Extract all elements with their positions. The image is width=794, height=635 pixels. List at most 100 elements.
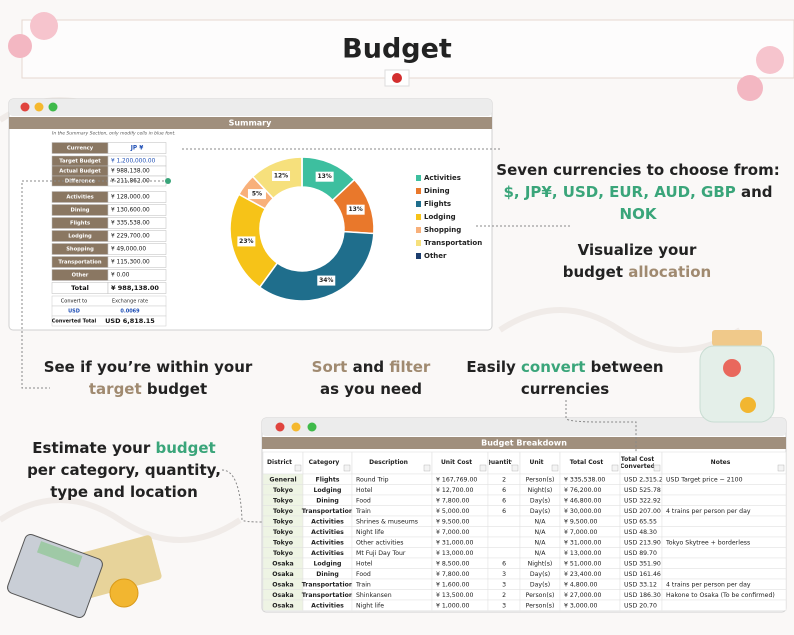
zoom-button[interactable] <box>48 102 58 112</box>
calculator-illustration <box>7 534 162 618</box>
summary-table: Currency JP ¥ Target Budget ¥ 1,200,000.00 A… <box>52 142 167 327</box>
cell-text: 6 <box>502 497 506 504</box>
cell-text: USD 33.12 <box>624 581 657 588</box>
cell-text: Day(s) <box>530 508 550 515</box>
cell-text: Tokyo <box>273 508 293 515</box>
cell-text: Other activities <box>356 539 403 546</box>
cell-text: Hotel <box>356 560 373 567</box>
table-cell <box>661 484 787 496</box>
minimize-button[interactable] <box>291 422 301 432</box>
legend-label: Transportation <box>424 239 482 247</box>
cell-text: N/A <box>535 518 547 525</box>
cell-text: ¥ 8,500.00 <box>436 560 470 567</box>
callout-line: $, JP¥, USD, EUR, AUD, GBP and <box>503 183 772 201</box>
cell-text: N/A <box>535 539 547 546</box>
value-cell <box>107 230 167 242</box>
table-cell <box>661 526 787 538</box>
close-button[interactable] <box>20 102 30 112</box>
cell-text: ¥ 13,500.00 <box>436 592 473 599</box>
header-box: Unit Cost <box>441 459 472 466</box>
flag-sun <box>392 73 402 83</box>
cell-text: ¥ 76,200.00 <box>564 487 601 494</box>
cell-text: ¥ 7,000.00 <box>436 529 470 536</box>
callout-line: NOK <box>620 205 658 223</box>
cell-text: Food <box>356 571 371 578</box>
callout-line: target budget <box>89 380 207 398</box>
convert-label[interactable]: USD <box>68 309 80 315</box>
flower <box>30 12 58 40</box>
column-header: Total Cost <box>569 459 604 467</box>
cell-text: Hakone to Osaka (To be confirmed) <box>666 592 775 599</box>
convert-value[interactable]: 0.0069 <box>120 309 140 315</box>
convert-label: Converted Total <box>52 319 97 325</box>
legend-swatch <box>416 188 421 194</box>
callout-text: convert <box>521 358 585 376</box>
header-box: District <box>267 459 292 466</box>
cell-text: ¥ 1,000.00 <box>436 602 470 609</box>
header-box: Category <box>308 459 340 467</box>
callout-text: budget <box>155 439 215 457</box>
jar-lid <box>712 330 762 346</box>
cell-text: USD 65.55 <box>624 518 657 525</box>
table-cell <box>487 536 521 548</box>
filter-button[interactable] <box>611 464 619 472</box>
cell-text: 3 <box>502 602 506 609</box>
cell-text: ¥ 167,769.00 <box>436 476 477 483</box>
header-box: Quantity <box>489 459 512 467</box>
slice-label-box <box>346 204 365 215</box>
connector-dot <box>165 178 171 184</box>
cell-text: N/A <box>535 529 547 536</box>
cell-text: Night(s) <box>528 560 553 567</box>
filter-button[interactable] <box>777 464 785 472</box>
summary-label: Lodging <box>68 234 92 240</box>
slice-label: 34% <box>319 277 333 284</box>
convert-value: USD 6,818.15 <box>105 317 155 325</box>
header-box: Total Cost <box>569 459 604 467</box>
swirl <box>498 307 742 353</box>
filter-button[interactable] <box>653 464 661 472</box>
filter-button[interactable] <box>423 464 431 472</box>
value-cell <box>107 243 167 255</box>
filter-button[interactable] <box>551 464 559 472</box>
filter-button[interactable] <box>511 464 519 472</box>
column-header: Category <box>308 459 340 467</box>
filter-button[interactable] <box>343 464 351 472</box>
summary-label: Total <box>71 284 89 292</box>
column-header: Quantity <box>489 459 512 467</box>
table-cell <box>487 526 521 538</box>
breakdown-table: District Category Description Unit Cost Quan… <box>262 451 787 611</box>
table-cell <box>487 515 521 527</box>
cell-text: Day(s) <box>530 581 550 588</box>
cell-text: ¥ 7,000.00 <box>564 529 598 536</box>
value-cell <box>107 204 167 216</box>
connector <box>21 180 168 389</box>
cell-text: 2 <box>502 592 506 599</box>
summary-value: ¥ 335,538.00 <box>111 221 150 227</box>
summary-value[interactable]: JP ¥ <box>130 146 143 152</box>
summary-label: Target Budget <box>59 159 101 165</box>
flower <box>8 34 32 58</box>
cell-text: USD 161.46 <box>624 571 661 578</box>
value-cell <box>107 269 167 281</box>
minimize-button[interactable] <box>34 102 44 112</box>
summary-label: Actual Budget <box>59 169 101 175</box>
summary-value: ¥ 988,138.00 <box>111 169 150 175</box>
cell-text: Activities <box>311 518 344 525</box>
filter-button[interactable] <box>294 464 302 472</box>
summary-value: ¥ 128,000.00 <box>111 195 150 201</box>
callout-line: currencies <box>521 380 609 398</box>
column-header: Description <box>369 459 408 467</box>
slice-label: 13% <box>317 173 331 180</box>
close-button[interactable] <box>275 422 285 432</box>
cell-text: Tokyo <box>273 529 293 536</box>
summary-label: Other <box>72 273 89 279</box>
callout-text: See if you’re within your <box>44 358 253 376</box>
cell-text: USD 20.70 <box>624 602 657 609</box>
cell-text: Night(s) <box>528 487 553 494</box>
zoom-button[interactable] <box>307 422 317 432</box>
cell-text: Osaka <box>272 592 293 599</box>
filter-button[interactable] <box>479 464 487 472</box>
table-cell <box>661 515 787 527</box>
